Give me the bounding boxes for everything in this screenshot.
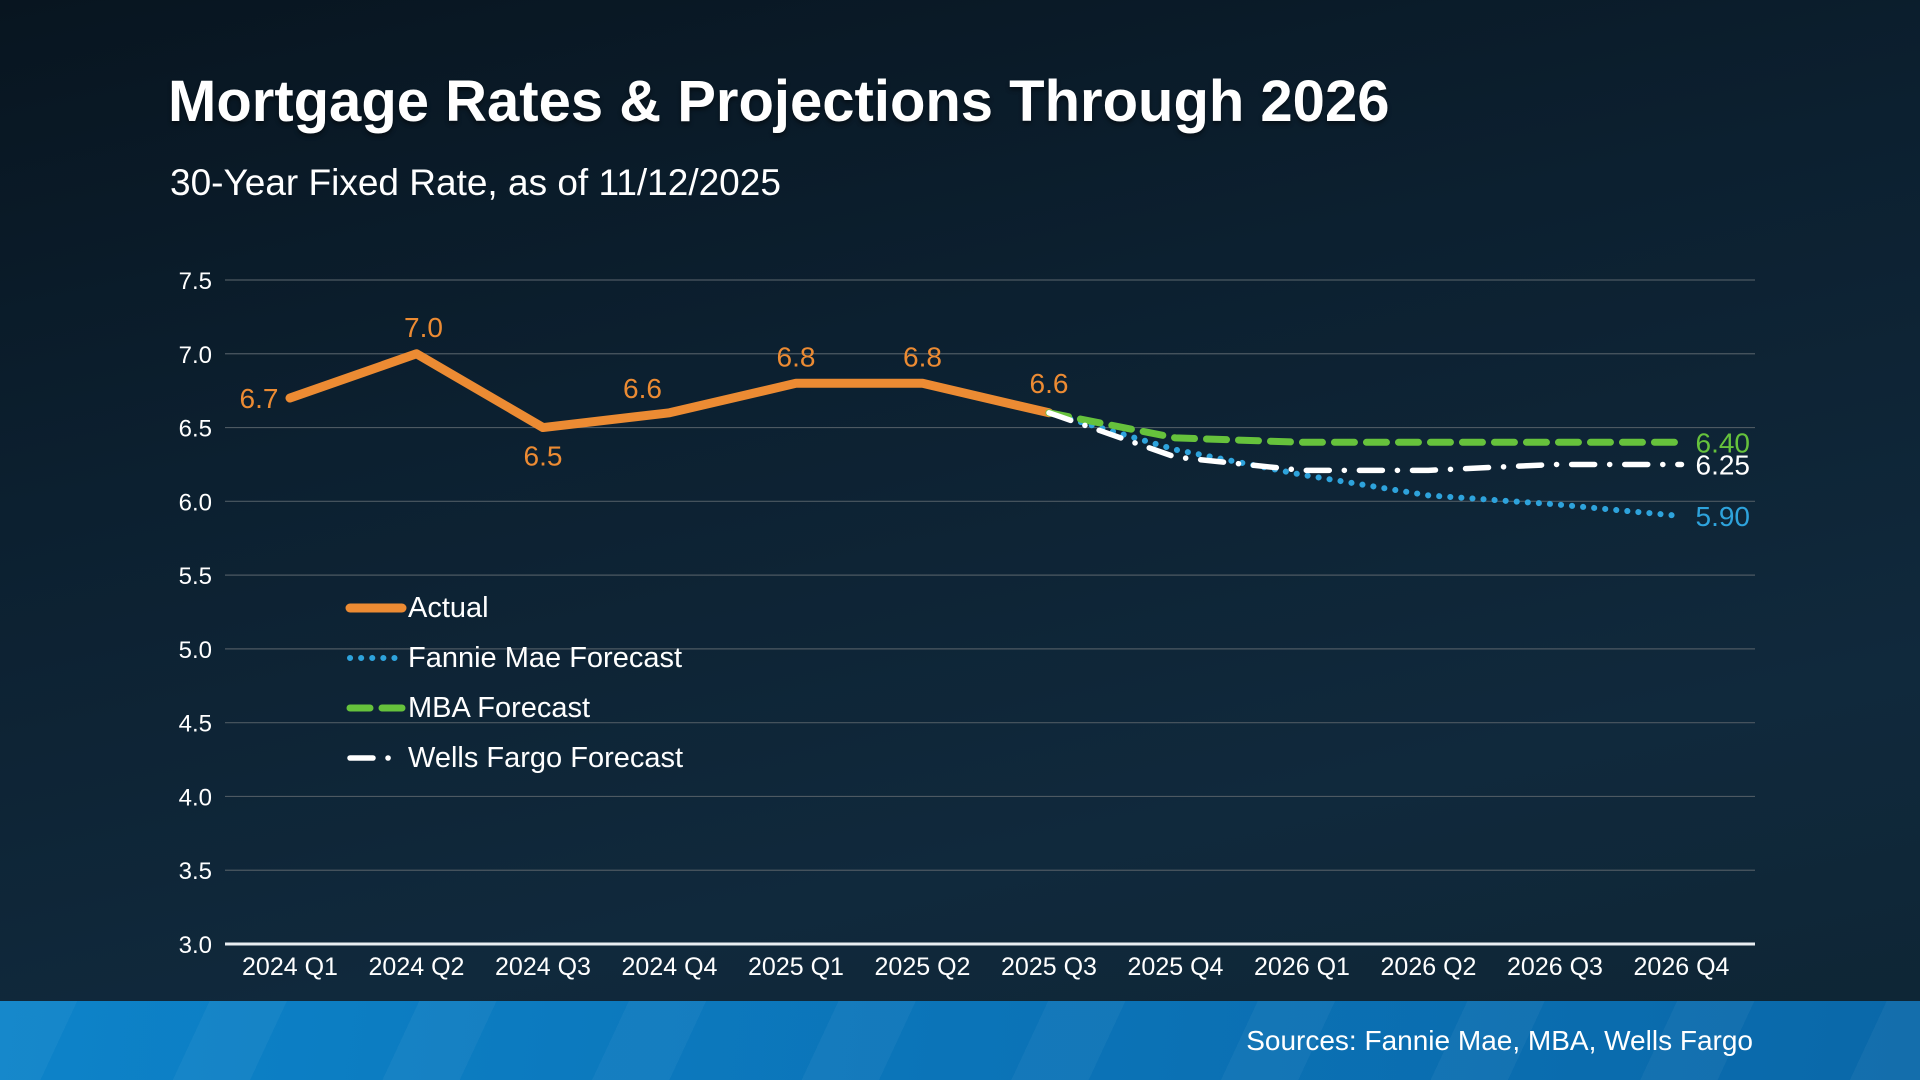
y-axis-tick-label: 5.0 bbox=[179, 637, 212, 664]
x-axis-tick-label: 2025 Q4 bbox=[1128, 953, 1224, 981]
legend-label: Wells Fargo Forecast bbox=[408, 741, 684, 774]
legend-item: Actual bbox=[344, 583, 683, 633]
data-point-label: 7.0 bbox=[404, 312, 443, 343]
data-point-label: 6.6 bbox=[1030, 368, 1069, 399]
page-subtitle: 30-Year Fixed Rate, as of 11/12/2025 bbox=[170, 162, 781, 203]
legend-item: MBA Forecast bbox=[344, 683, 683, 733]
series-end-label: 6.25 bbox=[1696, 449, 1751, 480]
data-point-label: 6.6 bbox=[623, 373, 662, 404]
series-end-label: 5.90 bbox=[1696, 501, 1751, 532]
x-axis-tick-label: 2024 Q3 bbox=[495, 953, 591, 981]
y-axis-tick-label: 7.0 bbox=[179, 342, 212, 369]
chart-legend: Actual Fannie Mae Forecast MBA Forecast Wel… bbox=[344, 583, 683, 783]
y-axis-tick-label: 7.5 bbox=[179, 268, 212, 295]
page-title: Mortgage Rates & Projections Through 202… bbox=[168, 69, 1390, 134]
legend-label: Actual bbox=[408, 591, 489, 624]
legend-item: Wells Fargo Forecast bbox=[344, 733, 683, 783]
x-axis-tick-label: 2026 Q2 bbox=[1381, 953, 1477, 981]
x-axis-tick-label: 2025 Q3 bbox=[1001, 953, 1097, 981]
series-end-label: 6.40 bbox=[1696, 427, 1751, 458]
data-point-label: 6.5 bbox=[524, 441, 563, 472]
x-axis-tick-label: 2024 Q4 bbox=[622, 953, 718, 981]
sources-text: Sources: Fannie Mae, MBA, Wells Fargo bbox=[1246, 1024, 1753, 1056]
footer-bar: Sources: Fannie Mae, MBA, Wells Fargo bbox=[0, 1001, 1920, 1080]
x-axis-tick-label: 2025 Q1 bbox=[748, 953, 844, 981]
y-axis-tick-label: 6.5 bbox=[179, 416, 212, 443]
series-line-dotted bbox=[1046, 409, 1685, 520]
y-axis-tick-label: 4.0 bbox=[179, 784, 212, 811]
x-axis-tick-label: 2026 Q4 bbox=[1634, 953, 1730, 981]
x-axis-tick-label: 2026 Q3 bbox=[1507, 953, 1603, 981]
legend-swatch-solid bbox=[345, 603, 407, 613]
y-axis-tick-label: 3.0 bbox=[179, 932, 212, 959]
x-axis-tick-label: 2024 Q2 bbox=[369, 953, 465, 981]
series-line-dashdot bbox=[1046, 410, 1685, 474]
x-axis-tick-label: 2024 Q1 bbox=[242, 953, 338, 981]
series-line-solid bbox=[285, 349, 1054, 433]
data-point-label: 6.8 bbox=[903, 341, 942, 372]
legend-label: MBA Forecast bbox=[408, 691, 591, 724]
series-line-dashed bbox=[1045, 409, 1685, 446]
legend-swatch-dashed bbox=[346, 704, 406, 712]
legend-swatch-dashdot bbox=[347, 755, 405, 761]
y-axis-tick-label: 6.0 bbox=[179, 489, 212, 516]
legend-label: Fannie Mae Forecast bbox=[408, 641, 683, 674]
y-axis-tick-label: 3.5 bbox=[179, 858, 212, 885]
legend-item: Fannie Mae Forecast bbox=[344, 633, 683, 683]
y-axis-tick-label: 5.5 bbox=[179, 563, 212, 590]
y-axis-tick-label: 4.5 bbox=[179, 711, 212, 738]
data-point-label: 6.7 bbox=[240, 383, 279, 414]
data-point-label: 6.8 bbox=[777, 341, 816, 372]
x-axis-tick-label: 2025 Q2 bbox=[875, 953, 971, 981]
x-axis-tick-label: 2026 Q1 bbox=[1254, 953, 1350, 981]
legend-swatch-dotted bbox=[347, 655, 405, 661]
